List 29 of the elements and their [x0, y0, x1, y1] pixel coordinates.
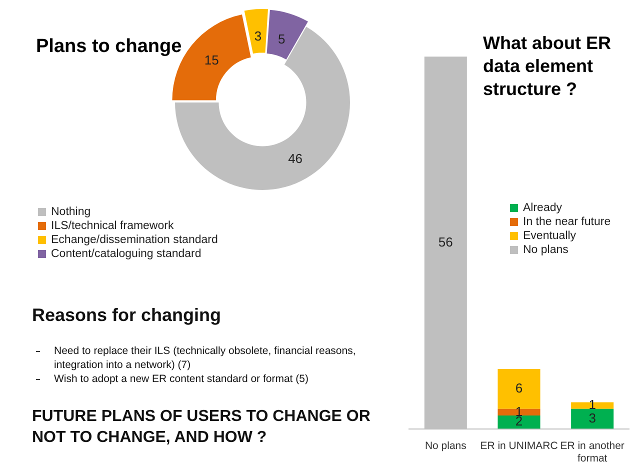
data-label: 3 — [254, 28, 262, 44]
legend-label: Nothing — [51, 206, 91, 218]
legend-label: Already — [523, 202, 562, 214]
chart-title: What about ER data element structure ? — [483, 32, 612, 101]
text: FUTURE PLANS OF USERS TO CHANGE OR NOT TO CHANGE, AND HOW ? — [32, 407, 372, 448]
legend-label: No plans — [523, 244, 568, 256]
legend-label: Eventually — [523, 230, 576, 242]
legend-label: In the near future — [523, 216, 611, 228]
data-label: 5 — [278, 31, 286, 46]
bar — [498, 408, 540, 416]
text: Plans to change — [36, 36, 182, 58]
x-tick-label: ER in another format — [560, 440, 625, 465]
data-label: 46 — [288, 150, 303, 166]
data-label: 6 — [515, 380, 523, 396]
bar — [571, 402, 614, 409]
legend-label: ILS/technical framework — [51, 220, 174, 232]
text: Wish to adopt a new ER content standard or format (5) — [54, 372, 308, 386]
x-tick-label: ER in UNIMARC — [480, 440, 558, 452]
legend-label: Echange/dissemination standard — [51, 234, 218, 246]
x-tick-label: No plans — [424, 440, 466, 452]
bar — [498, 416, 540, 429]
legend-label: Content/cataloguing standard — [51, 248, 202, 260]
text: Reasons for changing — [32, 305, 222, 326]
bar — [498, 368, 540, 409]
data-label: 15 — [204, 52, 219, 68]
bar — [571, 408, 614, 429]
text: Need to replace their ILS (technically obsolete, financial reasons, integration into a network) (7) — [54, 344, 357, 372]
data-label: 56 — [438, 234, 453, 250]
data-label: 3 — [588, 410, 596, 426]
